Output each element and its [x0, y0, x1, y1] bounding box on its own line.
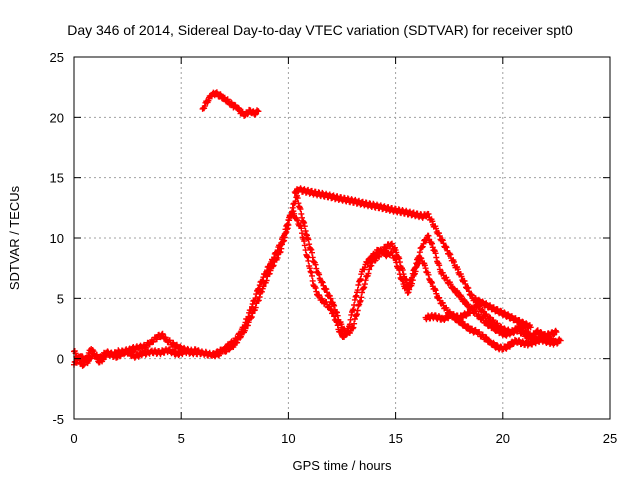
series-late-branch	[422, 302, 558, 346]
x-tick-label: 0	[70, 431, 77, 446]
marker-trace	[291, 185, 534, 331]
x-tick-label: 20	[496, 431, 510, 446]
y-tick-label: 25	[50, 50, 64, 65]
y-tick-label: 0	[57, 352, 64, 367]
chart-title: Day 346 of 2014, Sidereal Day-to-day VTE…	[67, 22, 573, 38]
x-tick-label: 5	[178, 431, 185, 446]
grid	[74, 57, 610, 419]
marker-trace	[199, 89, 262, 119]
series-upper-arc	[199, 89, 262, 119]
y-axis-label: SDTVAR / TECUs	[7, 185, 22, 290]
y-tick-label: 10	[50, 231, 64, 246]
series-spikes	[291, 185, 534, 331]
data-points	[71, 89, 564, 369]
marker-trace	[422, 302, 558, 346]
y-tick-label: -5	[52, 412, 64, 427]
x-tick-label: 25	[603, 431, 617, 446]
x-tick-label: 10	[281, 431, 295, 446]
y-axis-ticks: -5 0 5 10 15 20 25	[50, 50, 610, 427]
y-tick-label: 5	[57, 291, 64, 306]
series-early-night-2	[71, 346, 223, 369]
x-tick-label: 15	[388, 431, 402, 446]
x-axis-label: GPS time / hours	[293, 458, 392, 473]
marker-trace	[71, 346, 223, 369]
x-axis-ticks: 0 5 10 15 20 25	[70, 57, 617, 446]
y-tick-label: 15	[50, 171, 64, 186]
y-tick-label: 20	[50, 110, 64, 125]
